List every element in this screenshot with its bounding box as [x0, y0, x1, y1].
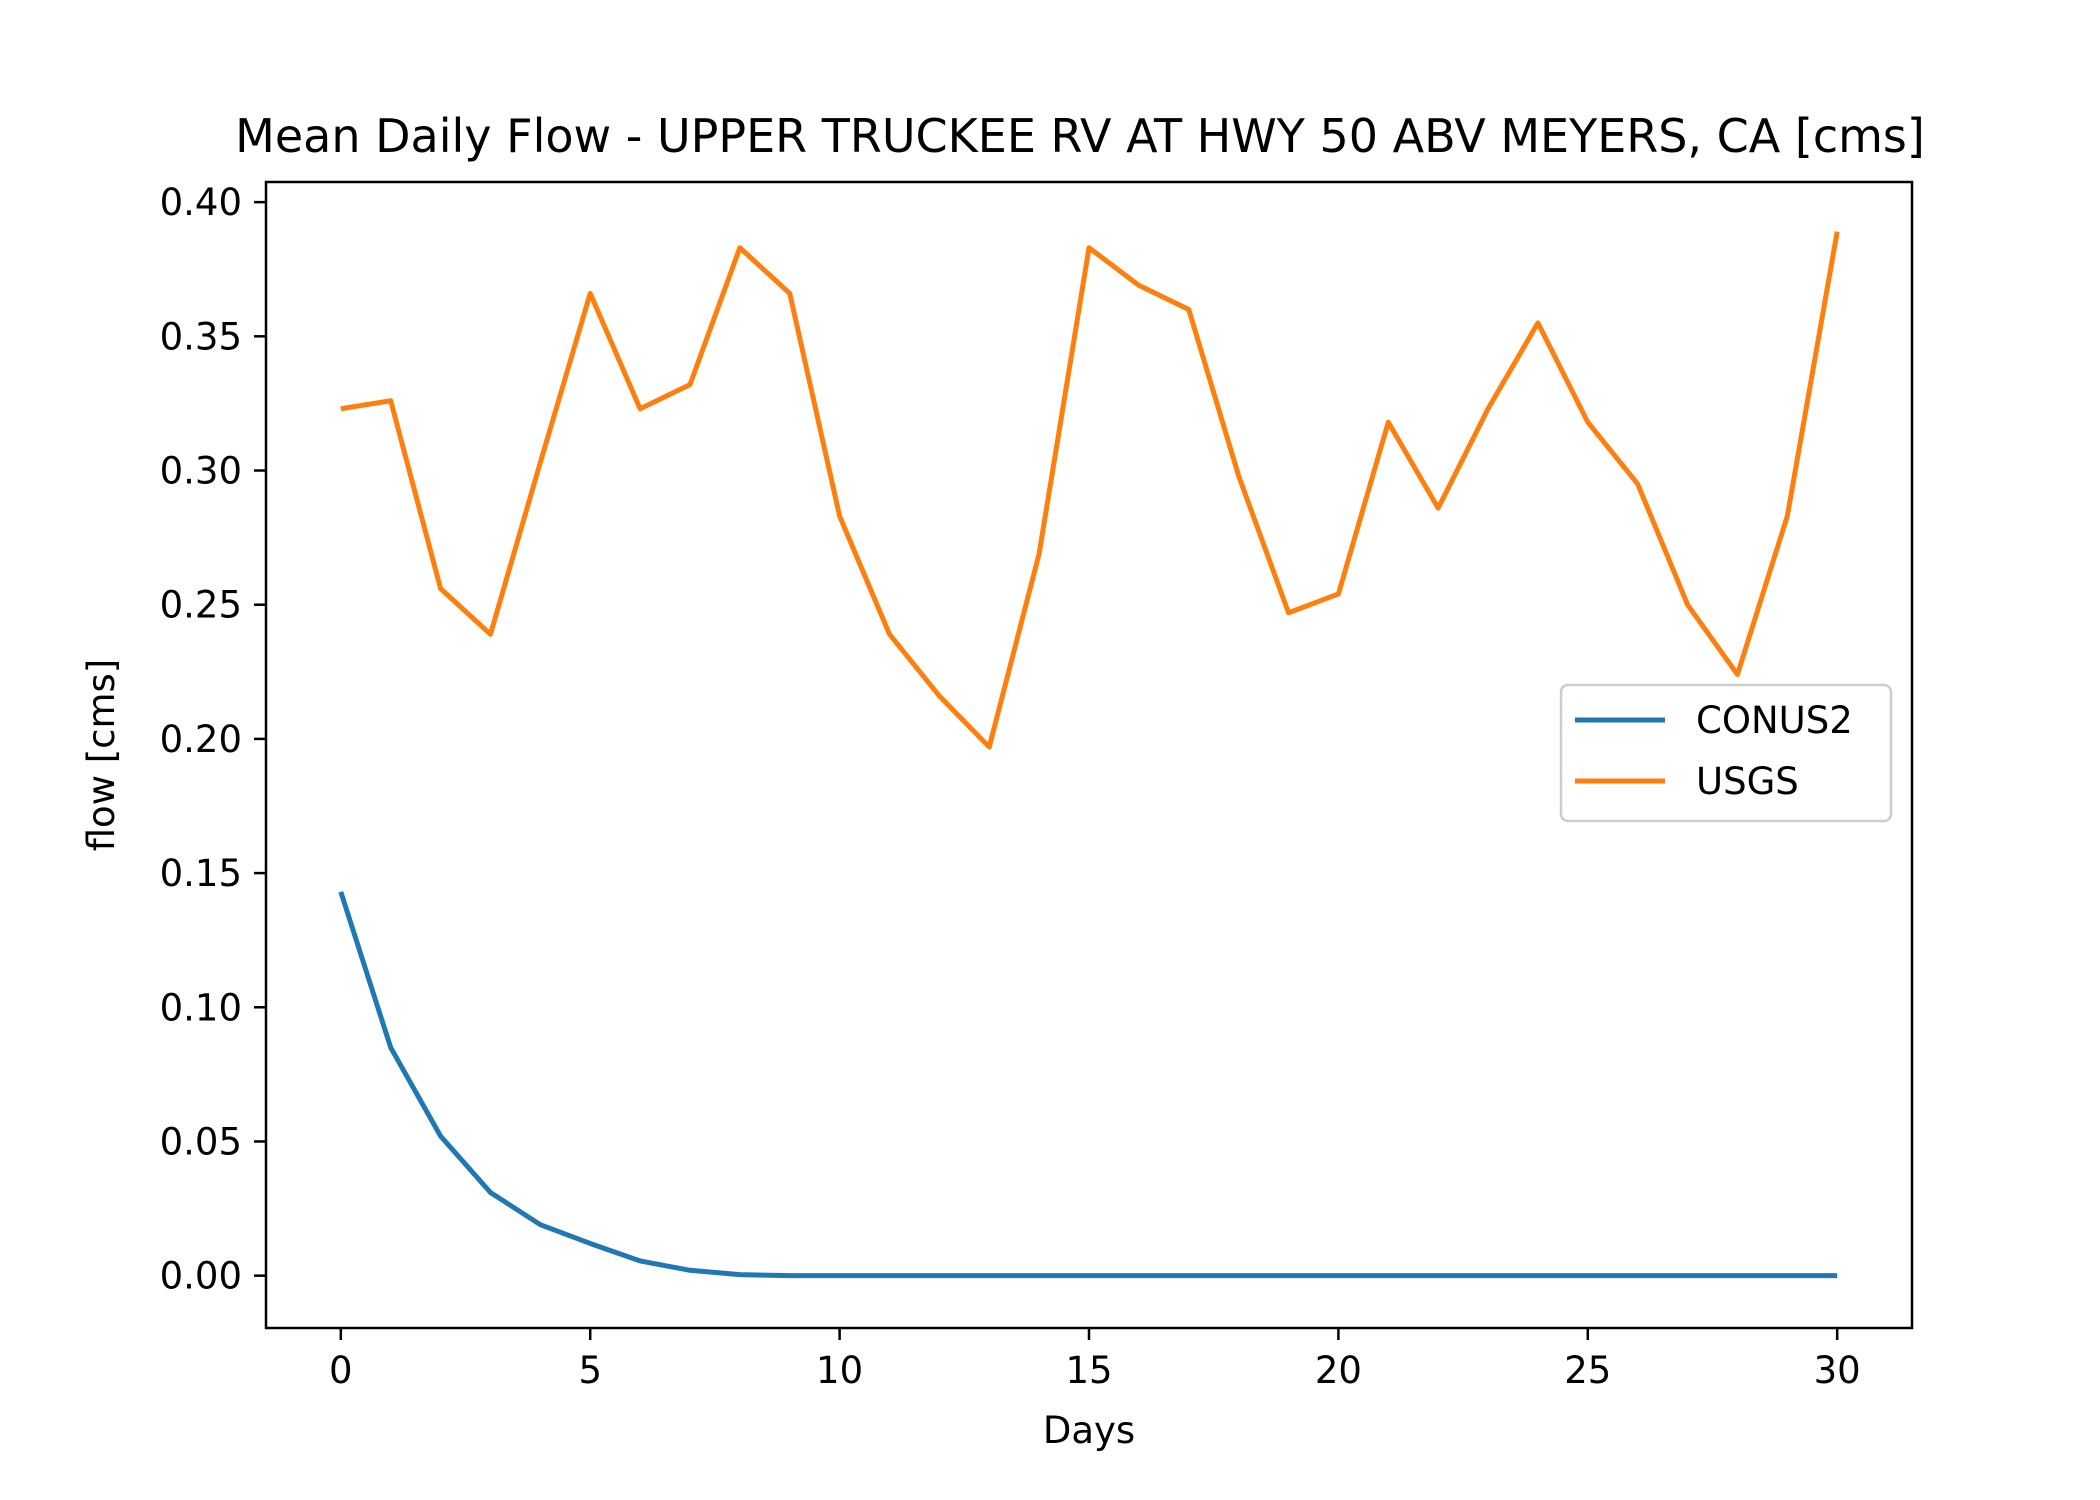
y-tick-label: 0.20	[160, 718, 242, 761]
x-tick-label: 25	[1564, 1349, 1611, 1392]
y-axis-label: flow [cms]	[80, 659, 123, 852]
plot-lines	[338, 231, 1840, 1279]
series-line-conus2	[338, 891, 1838, 1279]
legend: CONUS2 USGS	[1559, 683, 1893, 823]
y-tick-label: 0.15	[160, 852, 242, 895]
series-line-usgs	[340, 231, 1840, 750]
y-tick-label: 0.10	[160, 986, 242, 1029]
legend-label-usgs: USGS	[1696, 760, 1799, 803]
y-tick-label: 0.40	[160, 181, 242, 224]
x-tick-label: 15	[1065, 1349, 1112, 1392]
y-tick-label: 0.00	[160, 1255, 242, 1298]
y-tick-label: 0.25	[160, 584, 242, 627]
y-axis-ticks: 0.00 0.05 0.10 0.15 0.20 0.25 0.30 0.35 0.40	[160, 181, 266, 1298]
y-tick-label: 0.30	[160, 450, 242, 493]
x-axis-ticks: 0 5 10 15 20 25 30	[329, 1328, 1861, 1392]
chart-title: Mean Daily Flow - UPPER TRUCKEE RV AT HW…	[235, 109, 1925, 163]
y-tick-label: 0.35	[160, 315, 242, 358]
x-tick-label: 20	[1315, 1349, 1362, 1392]
y-tick-label: 0.05	[160, 1120, 242, 1163]
x-tick-label: 0	[329, 1349, 353, 1392]
legend-label-conus2: CONUS2	[1696, 699, 1853, 742]
x-tick-label: 5	[578, 1349, 602, 1392]
x-axis-label: Days	[1043, 1409, 1135, 1452]
x-tick-label: 10	[816, 1349, 863, 1392]
x-tick-label: 30	[1814, 1349, 1861, 1392]
